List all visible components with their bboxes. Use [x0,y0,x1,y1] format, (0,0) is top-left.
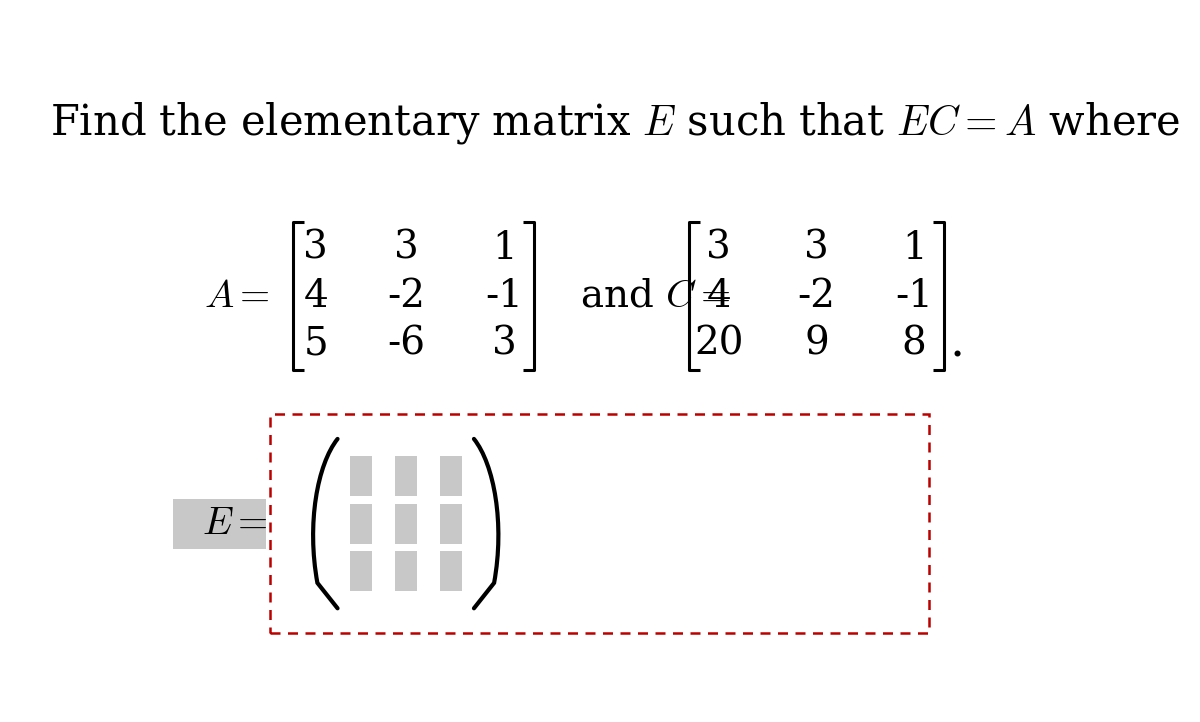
Text: $A =$: $A =$ [204,277,270,315]
Text: 4: 4 [707,277,731,315]
Bar [350,552,372,591]
Text: .: . [949,322,965,367]
Text: 1: 1 [902,230,926,267]
Text: 3: 3 [394,230,419,267]
Text: Find the elementary matrix $E$ such that $EC = A$ where: Find the elementary matrix $E$ such that… [50,100,1180,146]
Text: 20: 20 [694,326,744,362]
Text: 5: 5 [304,326,329,362]
Text: 3: 3 [707,230,731,267]
Bar [440,504,462,544]
Bar [440,456,462,496]
Bar [350,504,372,544]
Text: 4: 4 [304,277,329,315]
Bar [440,552,462,591]
Text: -6: -6 [388,326,426,362]
Text: and $C =$: and $C =$ [580,277,730,315]
Text: -1: -1 [485,277,523,315]
Text: 3: 3 [492,326,516,362]
Bar [395,456,416,496]
Text: -2: -2 [798,277,835,315]
Text: 8: 8 [901,326,926,362]
Text: 9: 9 [804,326,829,362]
Bar [270,414,929,633]
Bar [395,504,416,544]
Text: -1: -1 [895,277,934,315]
Bar [350,456,372,496]
Text: 1: 1 [492,230,516,267]
Text: $E =$: $E =$ [203,505,268,542]
Text: 3: 3 [804,230,829,267]
Bar [395,552,416,591]
Text: -2: -2 [388,277,426,315]
Text: 3: 3 [304,230,329,267]
Bar [173,499,266,549]
